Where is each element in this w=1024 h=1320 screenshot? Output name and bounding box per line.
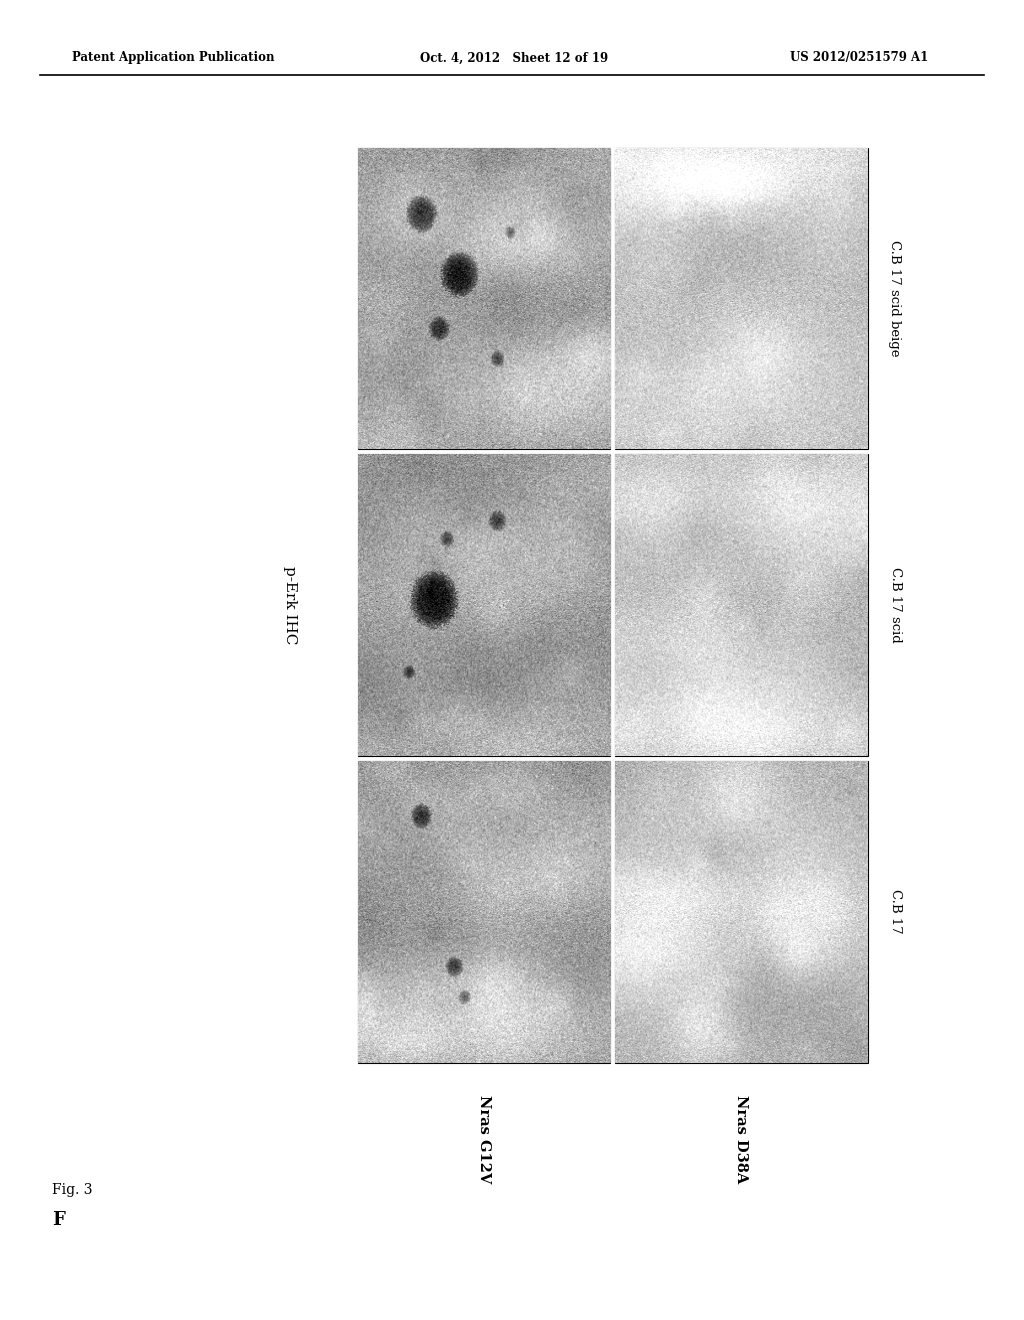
Text: p-Erk IHC: p-Erk IHC	[283, 566, 297, 644]
Text: C.B 17: C.B 17	[889, 890, 901, 935]
Text: Patent Application Publication: Patent Application Publication	[72, 51, 274, 65]
Bar	[357, 148, 610, 449]
Bar	[615, 760, 867, 1063]
Text: C.B 17 scid: C.B 17 scid	[889, 568, 901, 643]
Text: C.B 17 scid beige: C.B 17 scid beige	[889, 240, 901, 356]
Text: Fig. 3: Fig. 3	[52, 1183, 92, 1197]
Text: US 2012/0251579 A1: US 2012/0251579 A1	[790, 51, 928, 65]
Bar	[357, 454, 610, 756]
Bar	[615, 148, 867, 449]
Text: F: F	[52, 1210, 65, 1229]
Bar	[357, 760, 610, 1063]
Text: Nras G12V: Nras G12V	[477, 1096, 490, 1183]
Text: Nras D38A: Nras D38A	[734, 1096, 749, 1183]
Bar	[615, 454, 867, 756]
Text: Oct. 4, 2012   Sheet 12 of 19: Oct. 4, 2012 Sheet 12 of 19	[420, 51, 608, 65]
